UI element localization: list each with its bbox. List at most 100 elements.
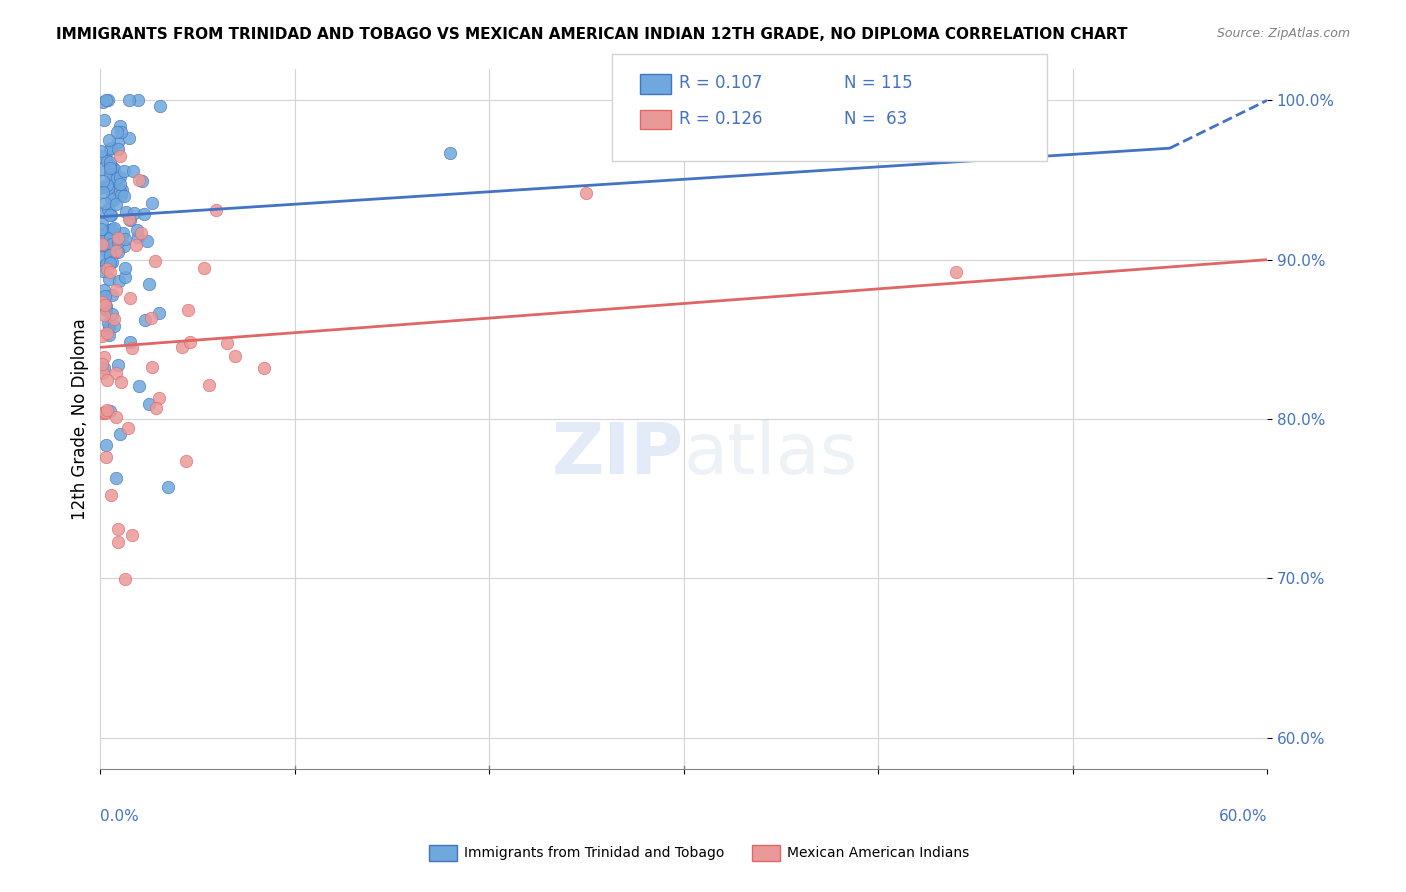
Point <box>104 409 127 424</box>
Point <box>101 237 124 252</box>
Point <box>108 427 131 442</box>
Point <box>101 288 124 302</box>
Point <box>179 335 201 350</box>
Point <box>197 378 219 392</box>
Point <box>138 397 160 411</box>
Point <box>107 231 129 245</box>
Point <box>143 253 166 268</box>
Point <box>110 125 132 139</box>
Point <box>96 403 118 417</box>
Point <box>110 188 132 202</box>
Point <box>108 184 131 198</box>
Point <box>176 303 198 318</box>
Point <box>114 204 136 219</box>
Point <box>94 226 117 240</box>
Point <box>136 235 159 249</box>
Point <box>98 168 121 182</box>
Point <box>170 340 193 354</box>
Point <box>97 272 120 286</box>
Point <box>127 229 149 244</box>
Point <box>134 312 156 326</box>
Point <box>224 349 246 363</box>
Point <box>114 261 136 276</box>
Point <box>93 302 115 317</box>
Point <box>90 297 112 311</box>
Point <box>94 303 117 318</box>
Point <box>114 269 136 284</box>
Point <box>157 480 180 494</box>
Point <box>96 438 118 452</box>
Point <box>108 149 131 163</box>
Point <box>107 245 129 260</box>
Point <box>91 174 114 188</box>
Point <box>93 350 115 364</box>
Point <box>117 420 139 434</box>
Point <box>141 360 163 375</box>
Point <box>94 297 117 311</box>
Point <box>193 260 215 275</box>
Point <box>97 202 120 217</box>
Point <box>125 238 148 252</box>
Point <box>94 256 117 270</box>
Point <box>90 406 112 420</box>
Point <box>114 232 136 246</box>
Point <box>108 274 131 288</box>
Point <box>93 113 115 128</box>
Point <box>945 265 967 279</box>
Point <box>93 260 115 274</box>
Point <box>97 243 120 257</box>
Point <box>129 226 152 240</box>
Point <box>96 258 118 272</box>
Point <box>98 208 121 222</box>
Text: 0.0%: 0.0% <box>100 809 139 824</box>
Point <box>91 264 114 278</box>
Point <box>96 373 118 387</box>
Point <box>93 308 115 322</box>
Point <box>98 222 121 236</box>
Point <box>90 217 112 231</box>
Point <box>98 159 121 173</box>
Point <box>124 205 146 219</box>
Point <box>103 162 125 177</box>
Point <box>98 248 121 262</box>
Point <box>98 142 121 156</box>
Point <box>131 174 153 188</box>
Point <box>91 234 114 248</box>
Point <box>100 208 122 222</box>
Point <box>96 154 118 169</box>
Text: Source: ZipAtlas.com: Source: ZipAtlas.com <box>1216 27 1350 40</box>
Point <box>97 94 120 108</box>
Point <box>100 161 122 175</box>
Point <box>107 522 129 536</box>
Text: 60.0%: 60.0% <box>1219 809 1267 824</box>
Point <box>101 221 124 235</box>
Point <box>96 245 118 260</box>
Point <box>94 288 117 302</box>
Point <box>93 361 115 376</box>
Point <box>118 211 141 226</box>
Point <box>94 300 117 314</box>
Point <box>253 361 276 376</box>
Point <box>100 231 122 245</box>
Point <box>104 471 127 485</box>
Point <box>114 572 136 586</box>
Point <box>141 196 163 211</box>
Point <box>98 255 121 269</box>
Point <box>110 375 132 389</box>
Point <box>94 195 117 210</box>
Text: N =  63: N = 63 <box>844 110 907 128</box>
Y-axis label: 12th Grade, No Diploma: 12th Grade, No Diploma <box>72 318 89 520</box>
Point <box>94 406 117 420</box>
Point <box>108 170 131 185</box>
Point <box>97 316 120 330</box>
Point <box>104 366 127 380</box>
Point <box>96 261 118 276</box>
Point <box>98 320 121 334</box>
Point <box>94 450 117 465</box>
Point <box>94 205 117 219</box>
Point <box>118 291 141 305</box>
Text: R = 0.107: R = 0.107 <box>679 74 762 92</box>
Point <box>121 528 143 542</box>
Point <box>108 178 131 192</box>
Point <box>174 453 197 467</box>
